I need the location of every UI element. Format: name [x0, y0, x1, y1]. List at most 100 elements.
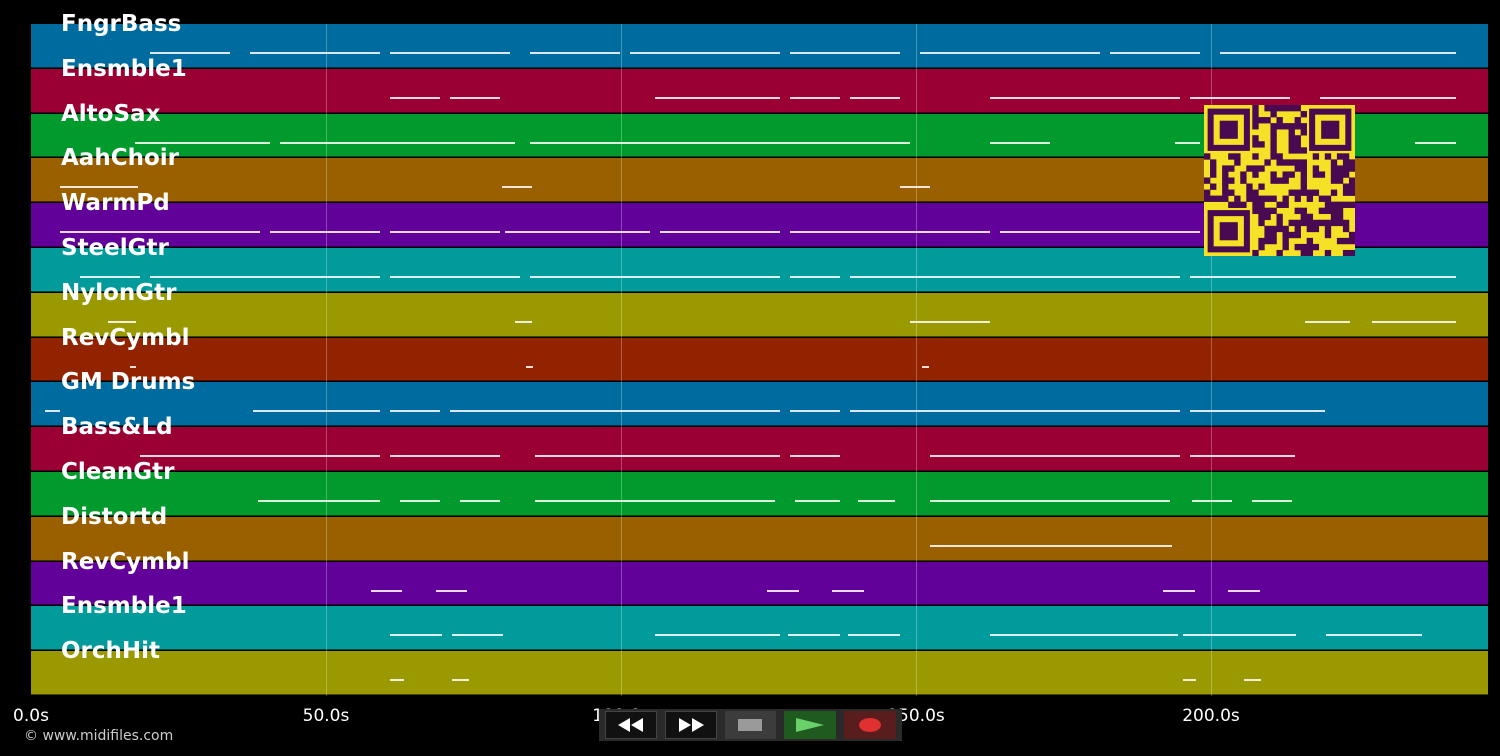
midi-note — [630, 52, 780, 54]
rewind-icon — [617, 718, 643, 732]
midi-note — [530, 141, 910, 144]
midi-note — [832, 589, 864, 592]
midi-note — [45, 410, 60, 413]
midi-note — [452, 634, 503, 637]
track-label: Ensmble1 — [61, 593, 187, 620]
track-row[interactable] — [31, 472, 1488, 516]
track-row[interactable] — [31, 292, 1488, 337]
midi-note — [790, 52, 900, 54]
midi-note — [515, 320, 532, 323]
midi-note — [790, 410, 840, 413]
midi-note — [450, 410, 780, 413]
midi-note — [1326, 634, 1422, 637]
midi-note — [790, 96, 840, 99]
track-label: SteelGtr — [61, 235, 169, 261]
midi-note — [108, 320, 136, 323]
rewind-button[interactable] — [605, 711, 657, 739]
midi-note — [1220, 52, 1456, 54]
midi-note — [660, 231, 780, 234]
midi-note — [1305, 320, 1350, 323]
midi-note — [60, 231, 260, 234]
midi-note — [535, 455, 780, 458]
midi-note — [371, 589, 402, 592]
midi-note — [767, 589, 799, 592]
time-gridline — [1211, 24, 1212, 696]
track-row[interactable] — [31, 561, 1488, 606]
midi-note — [530, 276, 780, 278]
record-icon — [859, 718, 882, 732]
time-tick-label: 0.0s — [13, 706, 49, 726]
midi-note — [1110, 52, 1200, 54]
midi-note — [1183, 679, 1196, 682]
midi-note — [1320, 96, 1456, 99]
midi-note — [390, 679, 404, 682]
midi-note — [990, 634, 1178, 637]
midi-note — [790, 231, 990, 234]
midi-note — [790, 276, 840, 278]
track-label: OrchHit — [61, 638, 161, 665]
midi-note — [1228, 589, 1260, 592]
midi-note — [60, 186, 138, 189]
track-label: CleanGtr — [61, 459, 175, 485]
midi-note — [390, 276, 520, 278]
track-label: GM Drums — [61, 369, 196, 396]
midi-note — [1163, 589, 1195, 592]
midi-note — [850, 276, 1180, 278]
midi-note — [910, 320, 990, 323]
midi-note — [858, 500, 895, 502]
midi-note — [990, 141, 1050, 144]
midi-note — [390, 231, 500, 234]
time-tick-label: 200.0s — [1182, 706, 1240, 726]
midi-note — [505, 231, 650, 234]
midi-note — [900, 186, 930, 189]
midi-note — [930, 500, 1170, 502]
track-label: Bass&Ld — [61, 414, 173, 441]
time-tick-label: 50.0s — [302, 706, 350, 726]
midi-note — [150, 52, 230, 54]
track-label: WarmPd — [61, 190, 170, 217]
record-button[interactable] — [844, 711, 896, 739]
midi-note — [790, 455, 840, 458]
track-row[interactable] — [31, 516, 1488, 561]
fast-forward-icon — [678, 718, 704, 732]
midi-note — [452, 679, 469, 682]
track-row[interactable] — [31, 427, 1488, 471]
midi-note — [400, 500, 440, 502]
midi-note — [1252, 500, 1292, 502]
midi-note — [930, 455, 1180, 458]
midi-note — [250, 52, 380, 54]
midi-note — [655, 634, 780, 637]
midi-note — [1244, 679, 1261, 682]
midi-note — [1000, 231, 1200, 234]
midi-note — [526, 365, 533, 368]
midi-note — [655, 96, 780, 99]
track-row[interactable] — [31, 337, 1488, 382]
midi-note — [1183, 634, 1296, 637]
stop-icon — [738, 719, 763, 731]
midi-note — [1190, 96, 1290, 99]
time-gridline — [326, 24, 327, 696]
midi-note — [502, 186, 532, 189]
midi-note — [922, 365, 929, 368]
play-button[interactable] — [784, 711, 837, 739]
track-row[interactable] — [31, 651, 1488, 695]
track-label: AltoSax — [61, 100, 161, 127]
midi-note — [280, 141, 515, 144]
track-row[interactable] — [31, 382, 1488, 427]
midi-note — [150, 276, 380, 278]
fast-forward-button[interactable] — [664, 711, 717, 739]
midi-note — [795, 500, 840, 502]
midi-note — [850, 410, 1180, 413]
midi-note — [1372, 320, 1456, 323]
play-icon — [796, 718, 825, 732]
transport-bar — [599, 709, 902, 741]
midi-note — [390, 410, 440, 413]
track-row[interactable] — [31, 24, 1488, 68]
time-gridline — [916, 24, 917, 696]
midi-note — [1175, 141, 1200, 144]
track-label: RevCymbl — [61, 324, 190, 351]
midi-note — [1192, 500, 1232, 502]
track-label: NylonGtr — [61, 279, 177, 306]
stop-button[interactable] — [724, 711, 777, 739]
track-row[interactable] — [31, 606, 1488, 651]
